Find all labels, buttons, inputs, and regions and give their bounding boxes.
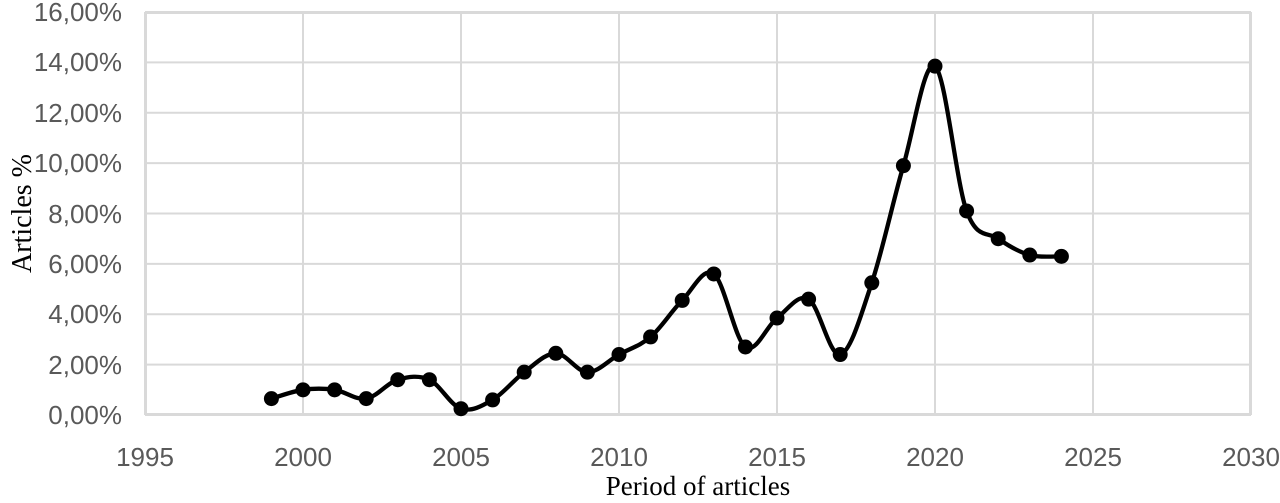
x-tick-label: 2030 [1222,442,1280,472]
x-axis-title: Period of articles [605,471,791,501]
data-point-marker [453,401,469,417]
y-tick-label: 2,00% [48,349,122,380]
x-tick-label: 2005 [432,442,490,472]
x-tick-label: 2020 [906,442,964,472]
data-point-marker [706,266,722,282]
data-point-marker [1022,247,1038,263]
series-line [269,63,1064,412]
data-point-marker [421,372,437,388]
x-tick-label: 2000 [274,442,332,472]
data-point-marker [674,292,690,308]
x-tick-label: 2025 [1064,442,1122,472]
data-point-marker [864,275,880,291]
data-point-marker [832,347,848,363]
gridlines [144,11,1252,416]
data-point-marker [1053,248,1069,264]
data-point-marker [611,347,627,363]
data-point-marker [959,203,975,219]
y-tick-label: 8,00% [48,198,122,229]
chart-svg [144,11,1252,417]
data-point-marker [358,391,374,407]
y-tick-label: 10,00% [33,148,122,179]
plot-border [145,12,1251,415]
data-point-marker [769,310,785,326]
y-tick-label: 6,00% [48,248,122,279]
y-tick-label: 14,00% [33,47,122,78]
x-tick-label: 1995 [116,442,174,472]
data-point-marker [801,291,817,307]
y-axis-tick-labels: 0,00% 2,00% 4,00% 6,00% 8,00% 10,00% 12,00% 14,… [0,0,122,503]
x-tick-label: 2010 [590,442,648,472]
x-tick-label: 2015 [748,442,806,472]
data-point-marker [579,364,595,380]
data-point-marker [263,391,279,407]
y-tick-label: 4,00% [48,299,122,330]
data-point-marker [295,382,311,398]
data-point-marker [927,58,943,74]
data-point-marker [737,339,753,355]
y-tick-label: 16,00% [33,0,122,27]
data-point-marker [895,158,911,174]
data-point-marker [516,364,532,380]
x-axis-tick-labels: 1995 2000 2005 2010 2015 2020 2025 2030 [0,442,1280,472]
data-point-marker [390,372,406,388]
data-point-marker [485,392,501,408]
data-point-marker [990,231,1006,247]
data-point-marker [548,345,564,361]
plot-area [144,11,1252,417]
data-point-marker [643,329,659,345]
y-tick-label: 0,00% [48,400,122,430]
data-point-marker [327,382,343,398]
y-tick-label: 12,00% [33,97,122,128]
